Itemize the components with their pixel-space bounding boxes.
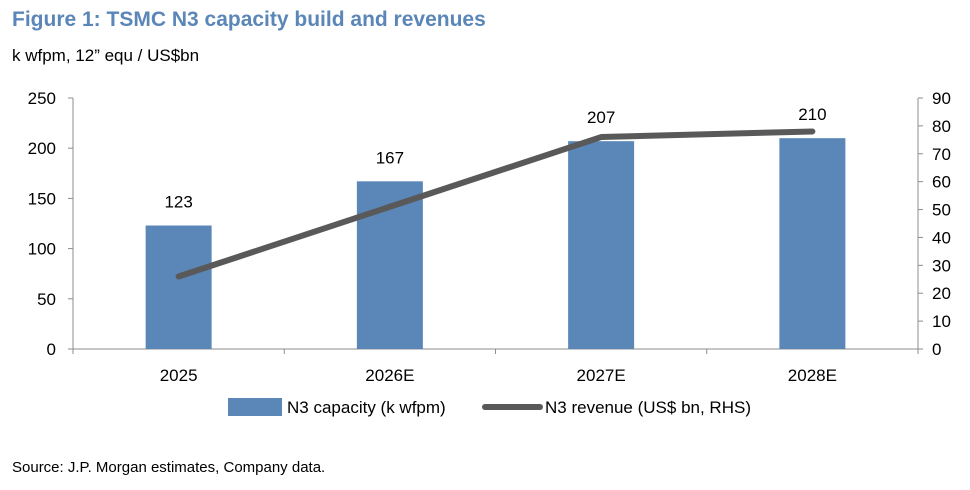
right-tick-label: 40 [932, 228, 951, 247]
bar-data-label: 167 [376, 148, 404, 167]
x-axis: 2025 2026E 2027E 2028E [72, 348, 919, 385]
right-tick-label: 90 [932, 89, 951, 108]
bar [568, 141, 635, 349]
left-tick-label: 250 [28, 89, 56, 108]
figure-title: Figure 1: TSMC N3 capacity build and rev… [12, 8, 486, 31]
legend: N3 capacity (k wfpm) N3 revenue (US$ bn, … [228, 398, 751, 417]
x-tick-label: 2027E [577, 366, 626, 385]
right-tick-label: 0 [932, 340, 941, 359]
legend-swatch-capacity [228, 398, 282, 416]
bar-series [145, 138, 846, 349]
bar-data-label: 123 [164, 193, 192, 212]
figure-subtitle: k wfpm, 12” equ / US$bn [12, 46, 200, 65]
x-tick-label: 2028E [788, 366, 837, 385]
right-tick-label: 50 [932, 201, 951, 220]
bar [145, 225, 212, 349]
bar-data-labels: 123 167 207 210 [164, 105, 826, 211]
left-tick-label: 100 [28, 240, 56, 259]
right-tick-label: 80 [932, 117, 951, 136]
right-y-axis: 0 10 20 30 40 50 60 70 80 90 [917, 89, 951, 359]
left-tick-label: 200 [28, 139, 56, 158]
right-tick-label: 70 [932, 145, 951, 164]
bar-data-label: 207 [587, 108, 615, 127]
x-tick-label: 2026E [365, 366, 414, 385]
left-tick-label: 150 [28, 189, 56, 208]
left-tick-label: 0 [47, 340, 56, 359]
bar [779, 138, 846, 349]
revenue-line [175, 128, 816, 280]
bar-data-label: 210 [798, 105, 826, 124]
line-series [175, 128, 816, 280]
left-y-axis: 0 50 100 150 200 250 [28, 89, 74, 359]
legend-label-revenue: N3 revenue (US$ bn, RHS) [545, 398, 751, 417]
right-tick-label: 30 [932, 256, 951, 275]
right-tick-label: 20 [932, 284, 951, 303]
right-tick-label: 60 [932, 173, 951, 192]
left-tick-label: 50 [37, 290, 56, 309]
source-note: Source: J.P. Morgan estimates, Company d… [12, 459, 326, 476]
legend-label-capacity: N3 capacity (k wfpm) [287, 398, 446, 417]
x-tick-label: 2025 [160, 366, 198, 385]
right-tick-label: 10 [932, 312, 951, 331]
